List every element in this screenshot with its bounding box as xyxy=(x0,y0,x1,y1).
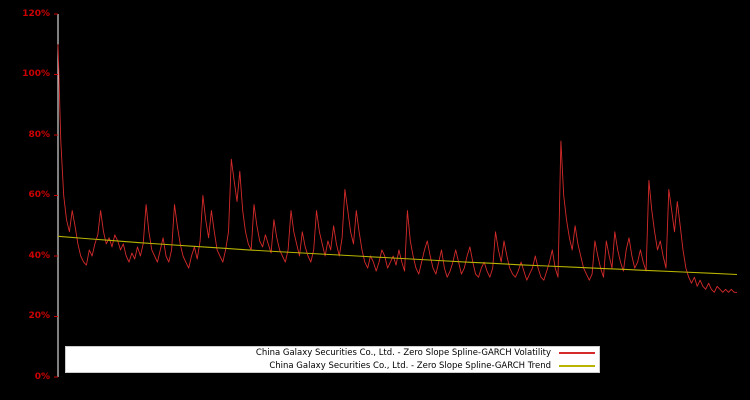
y-tick-label-60: 60% xyxy=(28,190,50,200)
legend-line-sample-volatility xyxy=(559,352,595,355)
y-tick-label-40: 40% xyxy=(28,251,50,261)
y-tick-label-80: 80% xyxy=(28,130,50,140)
legend-label-trend: China Galaxy Securities Co., Ltd. - Zero… xyxy=(269,360,551,371)
legend-item-trend: China Galaxy Securities Co., Ltd. - Zero… xyxy=(66,360,599,373)
chart-legend: China Galaxy Securities Co., Ltd. - Zero… xyxy=(65,346,600,373)
legend-item-volatility: China Galaxy Securities Co., Ltd. - Zero… xyxy=(66,347,599,360)
legend-label-volatility: China Galaxy Securities Co., Ltd. - Zero… xyxy=(255,348,551,359)
y-tick-label-20: 20% xyxy=(28,311,50,321)
y-tick-label-100: 100% xyxy=(22,69,50,79)
y-tick-label-0: 0% xyxy=(34,372,50,382)
y-tick-label-120: 120% xyxy=(22,9,50,19)
legend-line-sample-trend xyxy=(559,364,595,367)
